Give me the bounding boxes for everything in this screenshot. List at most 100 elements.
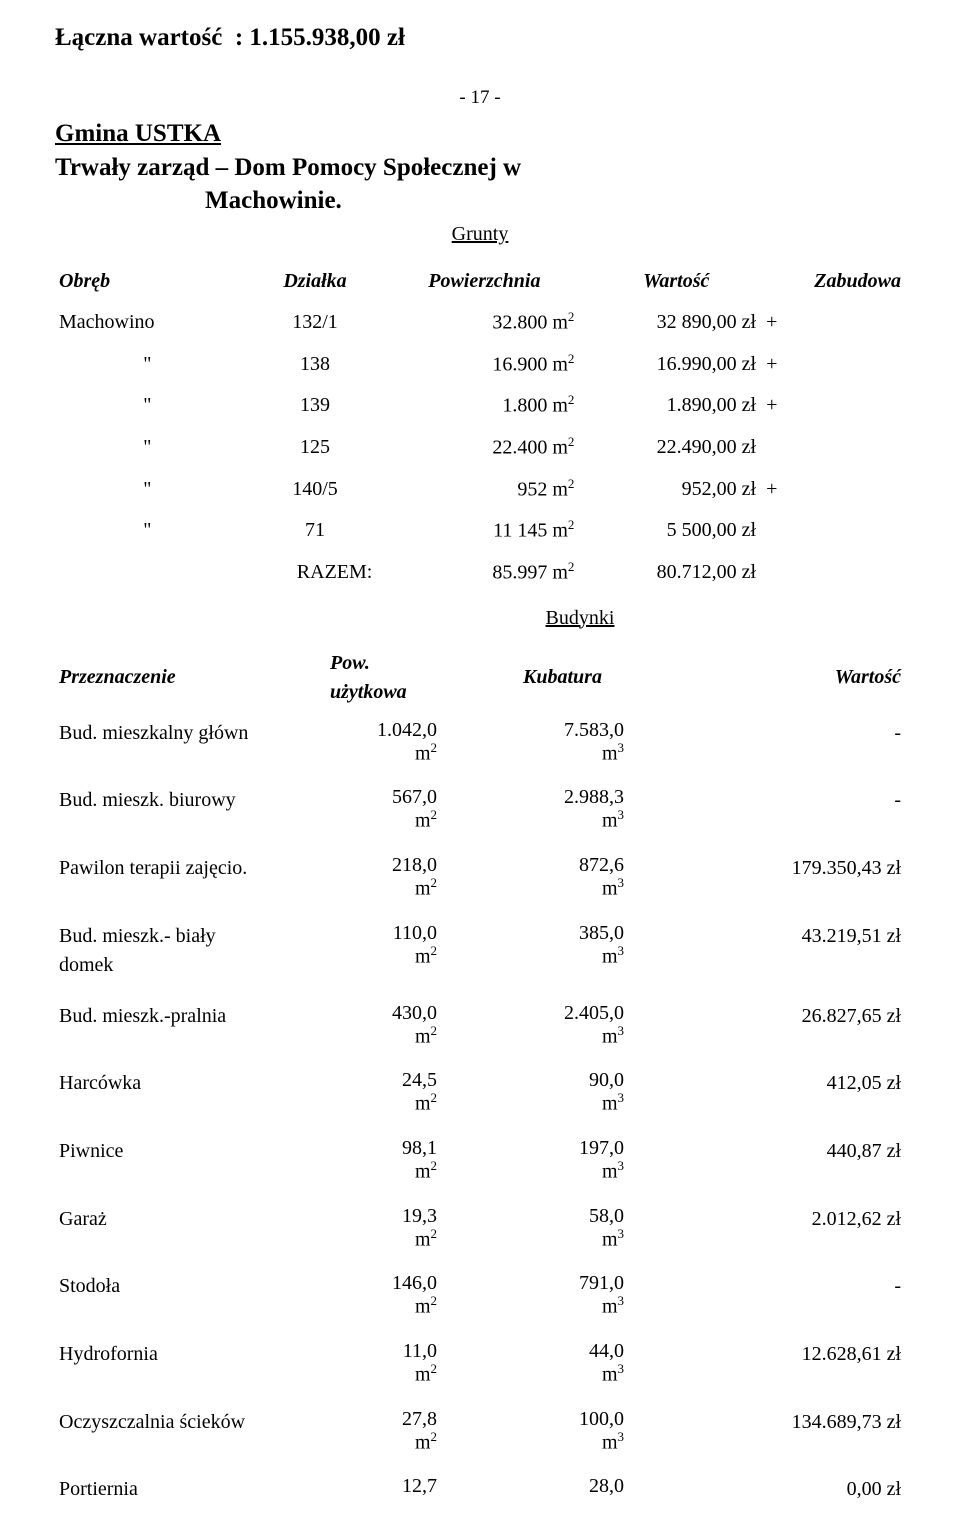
cell-pow: 32.800 m2	[390, 302, 592, 344]
cell-pow: 146,0m2	[310, 1266, 497, 1334]
cell-pow: 24,5m2	[310, 1063, 497, 1131]
table-row: Bud. mieszk.-pralnia430,0m22.405,0m326.8…	[55, 996, 905, 1064]
cell-przeznaczenie: Portiernia	[55, 1469, 310, 1520]
cell-dzialka: 140/5	[240, 469, 391, 511]
table-row: Bud. mieszk.- białydomek110,0m2385,0m343…	[55, 916, 905, 996]
cell-obreb: "	[55, 385, 240, 427]
cell-pow: 11 145 m2	[390, 510, 592, 552]
page-number: - 17 -	[55, 84, 905, 112]
cell-przeznaczenie: Garaż	[55, 1199, 310, 1267]
col-wartosc: Wartość	[592, 261, 760, 302]
cell-pow: 1.800 m2	[390, 385, 592, 427]
col-obreb: Obręb	[55, 261, 240, 302]
cell-war: 26.827,65 zł	[684, 996, 905, 1064]
section-line-3: Machowinie.	[205, 187, 342, 214]
cell-plus: +	[760, 385, 810, 427]
table-row: Portiernia12,728,00,00 zł	[55, 1469, 905, 1520]
cell-war: 43.219,51 zł	[684, 916, 905, 996]
cell-pow: 430,0m2	[310, 996, 497, 1064]
cell-przeznaczenie: Harcówka	[55, 1063, 310, 1131]
table-row: Garaż19,3m258,0m32.012,62 zł	[55, 1199, 905, 1267]
razem-pow: 85.997 m2	[390, 552, 592, 594]
cell-pow: 19,3m2	[310, 1199, 497, 1267]
table-row: Stodoła146,0m2791,0m3-	[55, 1266, 905, 1334]
budynki-table: Przeznaczenie Pow. użytkowa Kubatura War…	[55, 643, 905, 1521]
cell-kub: 791,0m3	[497, 1266, 684, 1334]
table-row: Pawilon terapii zajęcio.218,0m2872,6m317…	[55, 848, 905, 916]
cell-war: 0,00 zł	[684, 1469, 905, 1520]
table-row: Hydrofornia11,0m244,0m312.628,61 zł	[55, 1334, 905, 1402]
cell-kub: 872,6m3	[497, 848, 684, 916]
razem-row: RAZEM: 85.997 m2 80.712,00 zł	[55, 552, 905, 594]
razem-war: 80.712,00 zł	[592, 552, 760, 594]
cell-war: 16.990,00 zł	[592, 344, 760, 386]
cell-pow: 110,0m2	[310, 916, 497, 996]
cell-zab	[810, 469, 905, 511]
cell-war: 952,00 zł	[592, 469, 760, 511]
table-row: Oczyszczalnia ścieków27,8m2100,0m3134.68…	[55, 1402, 905, 1470]
table-row: Machowino 132/1 32.800 m2 32 890,00 zł +	[55, 302, 905, 344]
cell-pow: 16.900 m2	[390, 344, 592, 386]
table-row: " 139 1.800 m2 1.890,00 zł +	[55, 385, 905, 427]
cell-zab	[810, 385, 905, 427]
cell-zab	[810, 302, 905, 344]
cell-kub: 100,0m3	[497, 1402, 684, 1470]
col-pow: Pow. użytkowa	[310, 643, 497, 713]
budynki-body: Bud. mieszkalny główn1.042,0m27.583,0m3-…	[55, 713, 905, 1521]
table-row: " 138 16.900 m2 16.990,00 zł +	[55, 344, 905, 386]
cell-war: 412,05 zł	[684, 1063, 905, 1131]
cell-dzialka: 71	[240, 510, 391, 552]
col-zabudowa: Zabudowa	[810, 261, 905, 302]
cell-obreb: "	[55, 469, 240, 511]
cell-przeznaczenie: Bud. mieszkalny główn	[55, 713, 310, 781]
col-przeznaczenie: Przeznaczenie	[55, 643, 310, 713]
col-kub: Kubatura	[497, 643, 684, 713]
cell-plus	[760, 510, 810, 552]
cell-pow: 567,0m2	[310, 780, 497, 848]
cell-przeznaczenie: Stodoła	[55, 1266, 310, 1334]
cell-war: 12.628,61 zł	[684, 1334, 905, 1402]
total-value: 1.155.938,00 zł	[249, 24, 405, 51]
cell-obreb: "	[55, 510, 240, 552]
col-dzialka: Działka	[240, 261, 391, 302]
budynki-header-row: Przeznaczenie Pow. użytkowa Kubatura War…	[55, 643, 905, 713]
cell-pow: 952 m2	[390, 469, 592, 511]
cell-war: -	[684, 1266, 905, 1334]
grunty-heading: Grunty	[55, 220, 905, 249]
cell-przeznaczenie: Bud. mieszk.-pralnia	[55, 996, 310, 1064]
table-row: " 125 22.400 m2 22.490,00 zł	[55, 427, 905, 469]
cell-przeznaczenie: Piwnice	[55, 1131, 310, 1199]
cell-war: 5 500,00 zł	[592, 510, 760, 552]
cell-zab	[810, 510, 905, 552]
cell-zab	[810, 344, 905, 386]
cell-war: 2.012,62 zł	[684, 1199, 905, 1267]
cell-obreb: Machowino	[55, 302, 240, 344]
cell-przeznaczenie: Bud. mieszk.- białydomek	[55, 916, 310, 996]
col-plus	[760, 261, 810, 302]
grunty-table: Obręb Działka Powierzchnia Wartość Zabud…	[55, 261, 905, 594]
col-powierzchnia: Powierzchnia	[390, 261, 592, 302]
cell-war: 32 890,00 zł	[592, 302, 760, 344]
cell-plus	[760, 427, 810, 469]
cell-plus: +	[760, 302, 810, 344]
cell-przeznaczenie: Pawilon terapii zajęcio.	[55, 848, 310, 916]
cell-pow: 98,1m2	[310, 1131, 497, 1199]
cell-war: -	[684, 780, 905, 848]
cell-obreb: "	[55, 344, 240, 386]
cell-obreb: "	[55, 427, 240, 469]
total-sep: :	[235, 24, 243, 51]
cell-dzialka: 138	[240, 344, 391, 386]
cell-pow: 218,0m2	[310, 848, 497, 916]
cell-zab	[810, 427, 905, 469]
cell-dzialka: 139	[240, 385, 391, 427]
cell-war: -	[684, 713, 905, 781]
cell-plus: +	[760, 469, 810, 511]
cell-przeznaczenie: Bud. mieszk. biurowy	[55, 780, 310, 848]
budynki-heading: Budynki	[255, 604, 905, 633]
cell-kub: 2.405,0m3	[497, 996, 684, 1064]
grunty-header-row: Obręb Działka Powierzchnia Wartość Zabud…	[55, 261, 905, 302]
cell-war: 440,87 zł	[684, 1131, 905, 1199]
cell-war: 22.490,00 zł	[592, 427, 760, 469]
cell-kub: 197,0m3	[497, 1131, 684, 1199]
table-row: Piwnice98,1m2197,0m3440,87 zł	[55, 1131, 905, 1199]
